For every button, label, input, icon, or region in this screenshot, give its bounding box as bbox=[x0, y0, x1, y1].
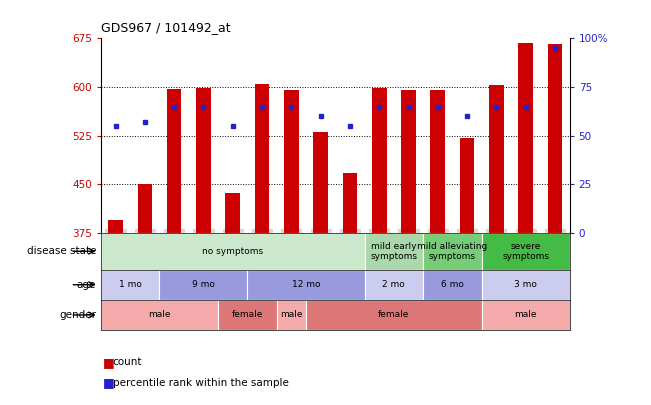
Text: ■: ■ bbox=[103, 376, 115, 389]
Text: disease state: disease state bbox=[27, 246, 96, 256]
Bar bbox=[342, 173, 357, 233]
Bar bbox=[101, 270, 159, 300]
Bar bbox=[365, 270, 423, 300]
Bar bbox=[430, 90, 445, 233]
Text: ■: ■ bbox=[103, 356, 115, 369]
Text: no symptoms: no symptoms bbox=[202, 247, 263, 256]
Text: 2 mo: 2 mo bbox=[383, 280, 405, 289]
Bar bbox=[225, 193, 240, 233]
Bar bbox=[482, 233, 570, 270]
Bar bbox=[247, 270, 365, 300]
Text: 9 mo: 9 mo bbox=[192, 280, 215, 289]
Bar bbox=[482, 300, 570, 330]
Text: female: female bbox=[232, 311, 263, 320]
Bar bbox=[306, 300, 482, 330]
Text: age: age bbox=[77, 280, 96, 290]
Bar bbox=[101, 300, 218, 330]
Bar bbox=[423, 270, 482, 300]
Bar bbox=[313, 132, 328, 233]
Bar bbox=[277, 300, 306, 330]
Text: male: male bbox=[280, 311, 303, 320]
Text: male: male bbox=[148, 311, 171, 320]
Text: 1 mo: 1 mo bbox=[118, 280, 142, 289]
Text: count: count bbox=[113, 358, 142, 367]
Bar bbox=[255, 85, 270, 233]
Bar bbox=[101, 233, 365, 270]
Text: gender: gender bbox=[59, 310, 96, 320]
Text: 3 mo: 3 mo bbox=[514, 280, 537, 289]
Text: severe
symptoms: severe symptoms bbox=[502, 241, 549, 261]
Bar bbox=[284, 90, 299, 233]
Bar bbox=[489, 85, 504, 233]
Bar bbox=[137, 183, 152, 233]
Bar bbox=[518, 43, 533, 233]
Text: mild alleviating
symptoms: mild alleviating symptoms bbox=[417, 241, 488, 261]
Text: GDS967 / 101492_at: GDS967 / 101492_at bbox=[101, 21, 230, 34]
Bar bbox=[108, 220, 123, 233]
Text: percentile rank within the sample: percentile rank within the sample bbox=[113, 378, 288, 388]
Bar bbox=[401, 90, 416, 233]
Bar bbox=[218, 300, 277, 330]
Text: female: female bbox=[378, 311, 409, 320]
Bar bbox=[460, 138, 475, 233]
Bar bbox=[159, 270, 247, 300]
Bar bbox=[372, 88, 387, 233]
Text: 6 mo: 6 mo bbox=[441, 280, 464, 289]
Bar bbox=[167, 89, 182, 233]
Text: mild early
symptoms: mild early symptoms bbox=[370, 241, 417, 261]
Bar bbox=[482, 270, 570, 300]
Bar bbox=[547, 44, 562, 233]
Bar bbox=[196, 88, 211, 233]
Text: male: male bbox=[514, 311, 537, 320]
Bar bbox=[423, 233, 482, 270]
Bar bbox=[365, 233, 423, 270]
Text: 12 mo: 12 mo bbox=[292, 280, 320, 289]
